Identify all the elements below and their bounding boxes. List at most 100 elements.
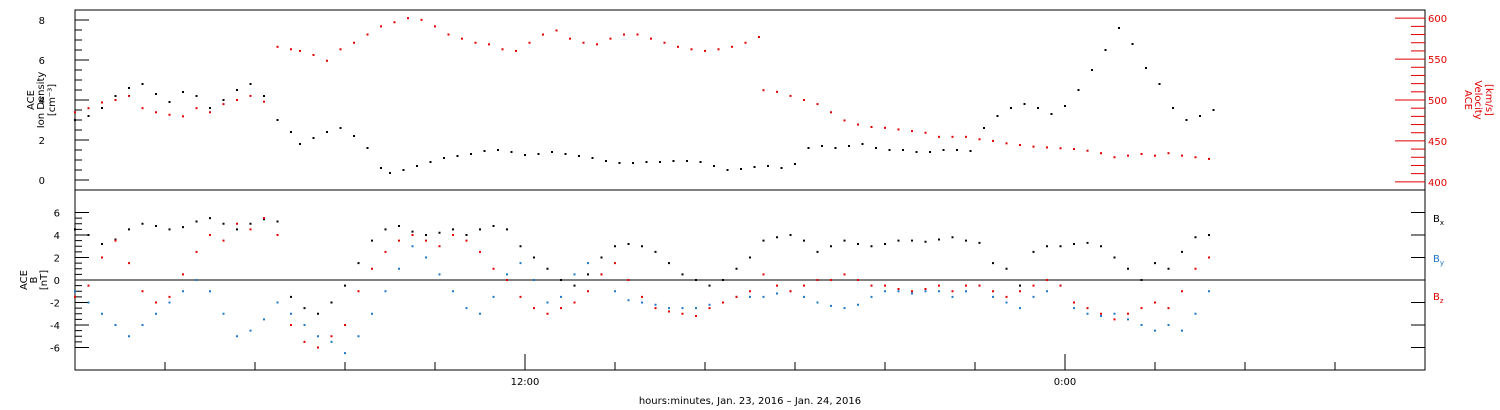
bx-point — [668, 262, 670, 265]
density-point — [402, 169, 405, 171]
velocity-ylabel-line-3: [km/s] — [1483, 84, 1494, 116]
density-point — [848, 145, 850, 147]
by-point — [695, 307, 697, 310]
bz-point — [290, 324, 292, 326]
by-point — [357, 335, 360, 338]
bx-point — [411, 230, 414, 233]
bx-point — [74, 228, 76, 231]
bx-point — [371, 239, 373, 242]
by-point — [587, 262, 589, 265]
bz-point — [74, 295, 76, 298]
b-tick-label: 0 — [54, 276, 60, 287]
density-point — [168, 101, 171, 103]
velocity-tick-label: 600 — [1428, 14, 1447, 25]
bz-point — [1140, 307, 1143, 310]
velocity-point — [168, 113, 171, 116]
velocity-point — [182, 115, 184, 118]
velocity-point — [195, 107, 198, 110]
density-point — [1185, 119, 1188, 121]
bz-point — [141, 290, 144, 293]
bz-point — [681, 312, 684, 315]
by-point — [776, 292, 778, 295]
velocity-point — [1208, 157, 1210, 160]
density-point — [276, 119, 279, 121]
legend-bz-subscript: z — [1440, 297, 1444, 305]
by-point — [1073, 307, 1075, 310]
by-point — [897, 290, 900, 293]
density-point — [353, 135, 355, 137]
density-point — [861, 143, 864, 145]
density-point — [659, 161, 661, 163]
velocity-point — [924, 131, 927, 134]
bx-point — [573, 284, 576, 287]
by-point — [546, 301, 549, 304]
bx-point — [533, 256, 535, 259]
density-point — [578, 155, 580, 157]
velocity-point — [555, 29, 558, 32]
velocity-tick-label: 500 — [1428, 96, 1447, 107]
density-point — [605, 160, 607, 162]
bx-point — [641, 245, 643, 248]
bx-point — [1113, 256, 1116, 259]
by-point — [330, 340, 333, 343]
b-tick-label: -6 — [50, 344, 60, 355]
top-panel-points — [74, 17, 1215, 174]
bx-point — [1208, 234, 1210, 236]
velocity-point — [87, 107, 90, 110]
bz-point — [560, 307, 562, 310]
density-point — [1172, 107, 1174, 109]
velocity-point — [474, 41, 477, 44]
density-point — [128, 87, 130, 89]
velocity-point — [312, 54, 315, 56]
bz-point — [492, 267, 495, 270]
bz-point — [411, 234, 414, 236]
bz-point — [546, 312, 549, 315]
by-point — [1100, 315, 1102, 317]
by-point — [1019, 307, 1021, 310]
time-axis: 12:00 0:00 — [74, 354, 1426, 388]
bz-point — [155, 301, 157, 304]
bx-point — [938, 238, 940, 241]
velocity-point — [663, 41, 666, 44]
bz-point — [641, 295, 643, 298]
bx-point — [992, 262, 994, 265]
velocity-point — [1019, 144, 1021, 146]
by-point — [182, 290, 184, 293]
velocity-point — [353, 41, 355, 44]
velocity-point — [762, 89, 765, 92]
bz-point — [1019, 290, 1021, 293]
bz-point — [371, 267, 373, 270]
by-point — [398, 267, 400, 270]
bz-point — [1127, 312, 1129, 315]
velocity-point — [650, 37, 652, 40]
bz-point — [276, 234, 279, 236]
bz-point — [236, 222, 238, 225]
bx-point — [816, 250, 819, 253]
bz-point — [587, 290, 589, 293]
density-point — [114, 95, 117, 97]
bz-point — [1181, 290, 1183, 293]
bz-point — [1086, 307, 1089, 310]
by-point — [1181, 329, 1183, 332]
density-point — [888, 149, 891, 151]
density-point — [443, 157, 445, 159]
velocity-point — [1154, 154, 1156, 157]
bz-point — [317, 346, 319, 349]
legend-bz: Bz — [1433, 292, 1444, 305]
by-point — [101, 312, 103, 315]
density-point — [1010, 107, 1012, 109]
velocity-point — [744, 41, 747, 44]
velocity-point — [582, 41, 585, 44]
bx-point — [479, 228, 481, 231]
density-point — [249, 83, 252, 85]
density-point — [821, 145, 823, 147]
bz-point — [668, 310, 670, 313]
velocity-point — [830, 111, 832, 114]
density-point — [1104, 49, 1107, 51]
density-point — [767, 165, 769, 167]
velocity-point — [609, 37, 612, 40]
bz-point — [263, 217, 265, 220]
velocity-point — [978, 138, 981, 141]
by-point — [681, 307, 684, 310]
velocity-point — [776, 90, 778, 93]
